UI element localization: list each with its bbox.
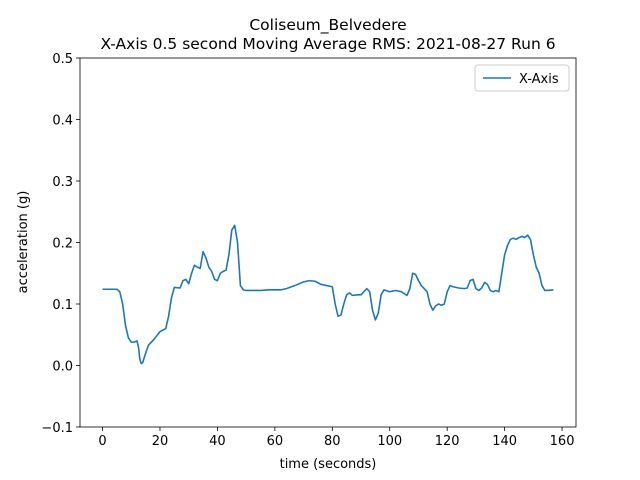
y-tick-label: 0.1 xyxy=(52,298,73,313)
data-line xyxy=(102,224,554,365)
chart-subtitle: X-Axis 0.5 second Moving Average RMS: 20… xyxy=(100,35,555,53)
x-tick-label: 40 xyxy=(209,434,226,449)
x-tick-label: 100 xyxy=(377,434,402,449)
x-tick-label: 140 xyxy=(492,434,517,449)
plot-frame xyxy=(79,57,577,428)
x-axis-label: time (seconds) xyxy=(280,457,377,472)
x-tick-label: 20 xyxy=(152,434,169,449)
y-axis-label: acceleration (g) xyxy=(16,191,31,294)
x-tick-label: 0 xyxy=(98,434,106,449)
y-tick-label: 0.0 xyxy=(52,360,73,375)
x-tick-label: 80 xyxy=(324,434,341,449)
y-tick-label: 0.2 xyxy=(52,237,73,252)
x-tick-label: 160 xyxy=(550,434,575,449)
y-tick-label: 0.3 xyxy=(52,175,73,190)
y-tick-label: 0.5 xyxy=(52,52,73,67)
y-tick-label: 0.4 xyxy=(52,114,73,129)
chart-title: Coliseum_Belvedere xyxy=(249,16,406,35)
y-tick-label: −0.1 xyxy=(41,421,73,436)
x-tick-label: 60 xyxy=(267,434,284,449)
legend-box xyxy=(474,64,570,92)
legend-label: X-Axis xyxy=(519,72,559,87)
x-tick-label: 120 xyxy=(435,434,460,449)
